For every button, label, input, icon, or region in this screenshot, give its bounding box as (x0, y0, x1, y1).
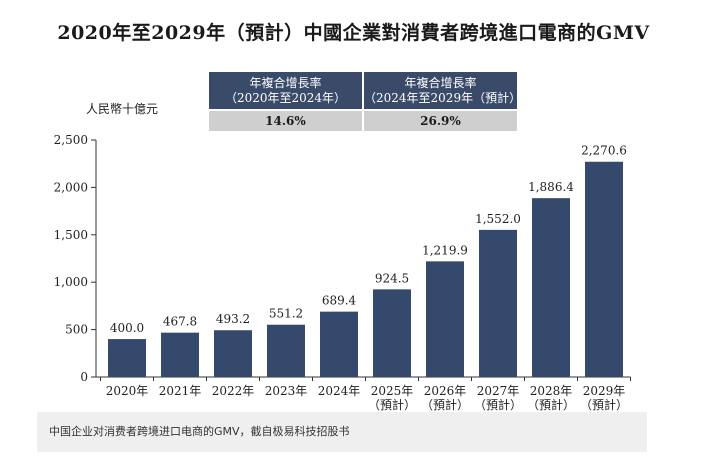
bar-value-label: 924.5 (375, 271, 409, 285)
bar (161, 332, 199, 377)
y-tick-label: 2,500 (54, 133, 88, 147)
bar (426, 261, 464, 377)
x-category-label: 2029年 (583, 384, 626, 398)
bar-value-label: 689.4 (322, 294, 357, 308)
cagr-header-2024-2029: 年複合增長率 （2024年至2029年（預計） (364, 72, 522, 109)
x-category-label: 2024年 (318, 384, 361, 398)
cagr-header-period: （2020年至2024年） (224, 90, 347, 105)
bar-value-label: 551.2 (269, 307, 303, 321)
bar (320, 311, 358, 377)
cagr-header-period: （2024年至2029年（預計） (364, 90, 522, 105)
x-category-label: 2023年 (265, 384, 308, 398)
y-tick-label: 500 (65, 323, 88, 337)
y-axis-unit-label: 人民幣十億元 (86, 102, 159, 116)
bar (585, 161, 623, 377)
y-tick-label: 2,000 (54, 180, 88, 194)
x-category-sublabel: （預計） (527, 397, 575, 412)
x-category-sublabel: （預計） (580, 397, 628, 412)
cagr-header-label: 年複合增長率 (249, 75, 322, 90)
cagr-table: 年複合增長率 （2020年至2024年） 年複合增長率 （2024年至2029年… (209, 72, 522, 131)
bar (267, 324, 305, 377)
chart-title: 2020年至2029年（預計）中國企業對消費者跨境進口電商的GMV (57, 22, 650, 44)
bar (532, 198, 570, 377)
x-category-label: 2021年 (159, 384, 202, 398)
bar-value-label: 1,886.4 (528, 180, 574, 194)
bar-value-label: 1,219.9 (422, 243, 468, 257)
x-category-label: 2025年 (371, 384, 414, 398)
x-category-label: 2026年 (424, 384, 467, 398)
bar-value-label: 2,270.6 (581, 144, 627, 158)
x-category-label: 2027年 (477, 384, 520, 398)
x-category-label: 2020年 (106, 384, 149, 398)
y-tick-label: 1,000 (54, 275, 88, 289)
cagr-value-2024-2029: 26.9% (364, 111, 517, 131)
source-caption: 中国企业对消费者跨境进口电商的GMV，截自极易科技招股书 (37, 412, 647, 452)
bar (214, 330, 252, 377)
bar-value-label: 467.8 (163, 315, 197, 329)
bar (108, 339, 146, 377)
cagr-header-label: 年複合增長率 (404, 75, 477, 90)
x-category-sublabel: （預計） (474, 397, 522, 412)
y-tick-label: 1,500 (54, 228, 88, 242)
x-category-sublabel: （預計） (368, 397, 416, 412)
bar (373, 289, 411, 377)
cagr-header-2020-2024: 年複合增長率 （2020年至2024年） (209, 72, 362, 109)
bar (479, 229, 517, 377)
x-category-label: 2028年 (530, 384, 573, 398)
bar-chart: 0 500 1,000 1,500 2,000 2,500 400.0 2020年 467.8 2… (54, 133, 631, 412)
bar-value-label: 1,552.0 (475, 212, 521, 226)
cagr-value-2020-2024: 14.6% (209, 111, 362, 131)
x-category-label: 2022年 (212, 384, 255, 398)
x-category-sublabel: （預計） (421, 397, 469, 412)
bar-value-label: 493.2 (216, 312, 250, 326)
bar-value-label: 400.0 (110, 321, 144, 335)
y-tick-label: 0 (80, 370, 88, 384)
